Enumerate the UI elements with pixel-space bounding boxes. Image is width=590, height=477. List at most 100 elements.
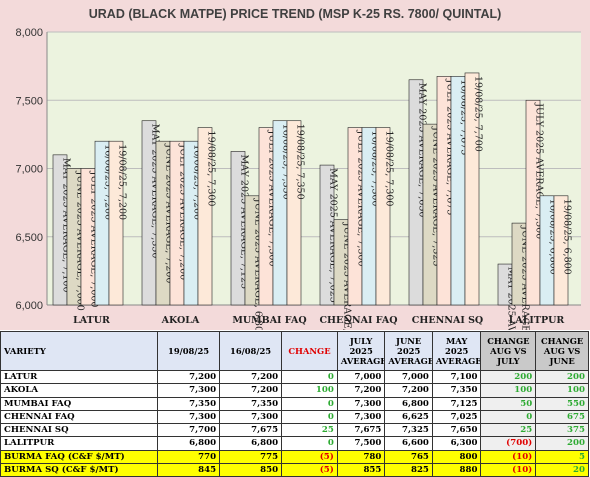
cell-d1: 7,200	[157, 369, 221, 385]
y-tick-label: 8,000	[15, 27, 43, 39]
cell-d2: 775	[219, 449, 283, 464]
cell-aug-june: 550	[535, 396, 589, 411]
cell-d1: 7,350	[157, 396, 221, 411]
bar-label: MAY 2025 AVERAGE, 7,100	[61, 158, 72, 293]
cell-d2: 7,350	[219, 396, 283, 411]
cell-d1: 6,800	[157, 436, 221, 451]
bar-label: 16/08/25, 6,800	[548, 199, 559, 275]
cell-june: 825	[384, 462, 433, 477]
cell-aug-june: 5	[535, 449, 589, 464]
bar-label: 19/08/25, 7,300	[384, 131, 395, 207]
cell-aug-july: (10)	[480, 449, 537, 464]
cell-d2: 7,200	[219, 383, 283, 398]
table-row: LATUR 7,200 7,200 0 7,000 7,000 7,100 200 200	[0, 369, 589, 385]
cell-change: (5)	[281, 449, 338, 464]
cell-d1: 7,300	[157, 383, 221, 398]
bar	[375, 127, 391, 306]
bar-label: 19/08/25, 7,700	[473, 76, 484, 152]
header-change: CHANGE	[281, 331, 338, 371]
cell-aug-july: 100	[480, 383, 537, 398]
cell-aug-june: 200	[535, 436, 589, 451]
bar-label: 16/08/25, 7,300	[370, 131, 381, 207]
header-june-average: JUNE 2025 AVERAGE	[384, 331, 433, 371]
bar-label: MAY 2025 AVERAGE, 7,350	[150, 124, 161, 259]
cell-aug-july: 200	[480, 369, 537, 385]
bar-label: JULY 2025 AVERAGE, 7,675	[445, 78, 456, 215]
cell-aug-june: 375	[535, 422, 589, 438]
cell-june: 6,625	[384, 409, 433, 425]
cell-july: 855	[336, 462, 386, 477]
cell-variety: LATUR	[0, 369, 159, 385]
bar-label: JUNE 2025 AVERAGE, 6,600	[520, 225, 531, 330]
chart-title: URAD (BLACK MATPE) PRICE TREND (MSP K-25…	[88, 7, 502, 21]
chart-svg: 6,000 6,500 7,000 7,500 8,000 MAY 2025 AVERAG…	[15, 27, 581, 330]
bar-label: 19/08/25, 7,200	[117, 144, 128, 220]
table-header-row: VARIETY 19/08/25 16/08/25 CHANGE JULY 20…	[0, 331, 589, 371]
header-19-08-25: 19/08/25	[157, 331, 221, 371]
bar	[286, 120, 302, 306]
cell-july: 7,300	[336, 396, 386, 411]
bar	[197, 127, 213, 306]
bar-label: 19/08/25, 7,300	[206, 131, 217, 207]
header-change-aug-vs-june: CHANGE AUG VS JUNE	[535, 331, 589, 371]
y-tick-label: 7,500	[15, 95, 43, 107]
cell-may: 6,300	[431, 436, 482, 451]
cell-variety: AKOLA	[0, 383, 159, 398]
cell-june: 7,000	[384, 369, 433, 385]
cell-june: 7,200	[384, 383, 433, 398]
cell-aug-july: 50	[480, 396, 537, 411]
bar-label: MAY 2025 AVERAGE, 6,300	[506, 267, 517, 330]
cell-change: 0	[281, 436, 338, 451]
bar-label: 16/08/25, 7,200	[192, 144, 203, 220]
bar-label: MAY 2025 AVERAGE, 7,650	[417, 83, 428, 218]
cell-change: (5)	[281, 462, 338, 477]
cell-d1: 7,300	[157, 409, 221, 425]
cell-change: 0	[281, 409, 338, 425]
table-row: BURMA FAQ (C&F $/MT) 770 775 (5) 780 765 800 (1…	[0, 449, 589, 464]
table-row: BURMA SQ (C&F $/MT) 845 850 (5) 855 825 880 (10…	[0, 462, 589, 477]
cell-variety: BURMA FAQ (C&F $/MT)	[0, 449, 159, 464]
cell-june: 7,325	[384, 422, 433, 438]
table-row: CHENNAI SQ 7,700 7,675 25 7,675 7,325 7,650 25 3…	[0, 422, 589, 438]
table-row: LALITPUR 6,800 6,800 0 7,500 6,600 6,300 (700) 2…	[0, 436, 589, 451]
bar-label: JUNE 2025 AVERAGE, 7,325	[431, 126, 442, 266]
bar	[553, 195, 569, 306]
x-category-label: CHENNAI SQ	[412, 315, 483, 326]
cell-may: 7,025	[431, 409, 482, 425]
cell-aug-june: 200	[535, 369, 589, 385]
y-tick-label: 7,000	[15, 164, 43, 176]
chart-area: URAD (BLACK MATPE) PRICE TREND (MSP K-25…	[0, 0, 590, 330]
cell-june: 6,600	[384, 436, 433, 451]
cell-july: 7,000	[336, 369, 386, 385]
table-body: LATUR 7,200 7,200 0 7,000 7,000 7,100 200 200 AKO…	[0, 369, 589, 477]
header-may-average: MAY 2025 AVERAGE	[431, 331, 482, 371]
table-row: MUMBAI FAQ 7,350 7,350 0 7,300 6,800 7,125 50 55…	[0, 396, 589, 411]
cell-may: 7,350	[431, 383, 482, 398]
cell-aug-july: 25	[480, 422, 537, 438]
bar-label: 16/08/25, 7,675	[459, 79, 470, 155]
bar-label: 16/08/25, 7,350	[281, 124, 292, 200]
x-category-label: AKOLA	[161, 315, 200, 326]
cell-d2: 7,200	[219, 369, 283, 385]
cell-variety: MUMBAI FAQ	[0, 396, 159, 411]
header-variety: VARIETY	[0, 331, 159, 371]
header-july-average: JULY 2025 AVERAGE	[336, 331, 386, 371]
cell-variety: CHENNAI SQ	[0, 422, 159, 438]
cell-d1: 770	[157, 449, 221, 464]
cell-aug-june: 20	[535, 462, 589, 477]
bar-label: 16/08/25, 7,200	[103, 144, 114, 220]
cell-july: 7,200	[336, 383, 386, 398]
cell-change: 0	[281, 396, 338, 411]
cell-variety: LALITPUR	[0, 436, 159, 451]
cell-aug-june: 675	[535, 409, 589, 425]
bar-label: JULY 2025 AVERAGE, 7,000	[89, 171, 100, 308]
cell-aug-june: 100	[535, 383, 589, 398]
cell-may: 800	[431, 449, 482, 464]
bar-label: 19/08/25, 7,350	[295, 124, 306, 200]
bar-label: MAY 2025 AVERAGE, 7,125	[239, 154, 250, 289]
bar-label: MAY 2025 AVERAGE, 7,025	[328, 168, 339, 303]
cell-june: 6,800	[384, 396, 433, 411]
cell-may: 880	[431, 462, 482, 477]
cell-aug-july: (10)	[480, 462, 537, 477]
y-tick-label: 6,000	[15, 300, 43, 312]
